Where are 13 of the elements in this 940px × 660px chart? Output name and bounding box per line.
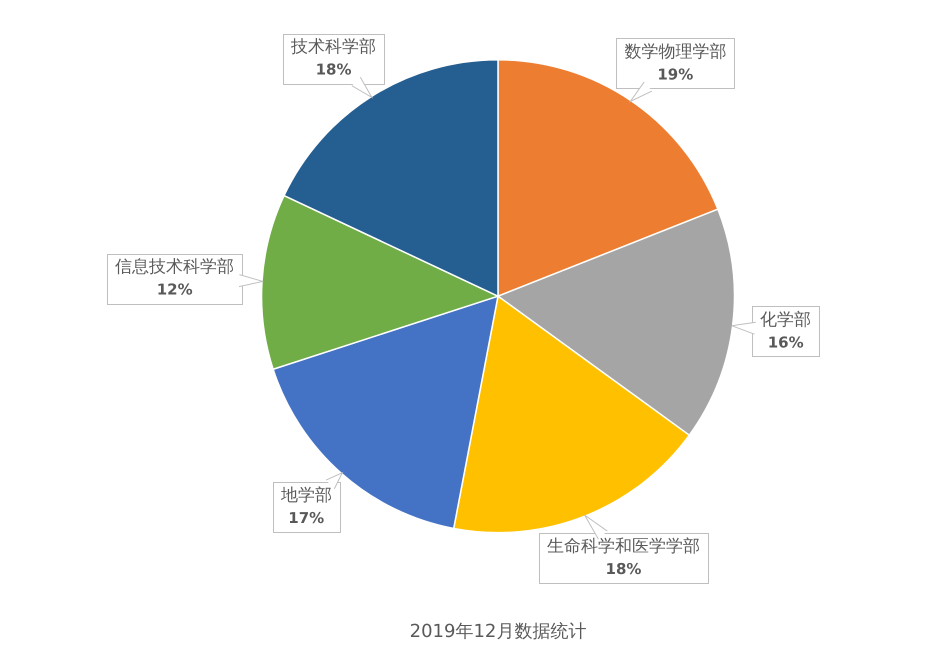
slice-label: 化学部 <box>760 310 812 330</box>
data-label: 18% <box>606 560 642 578</box>
data-label: 16% <box>768 333 804 352</box>
text: 2019年12月数据统计 <box>410 620 586 642</box>
slice-label: 技术科学部 <box>290 36 376 57</box>
slice-label: 信息技术科学部 <box>115 256 234 277</box>
data-label: 17% <box>288 509 324 528</box>
slice-label: 生命科学和医学学部 <box>547 536 700 556</box>
slice-label: 数学物理学部 <box>624 42 726 62</box>
data-label: 12% <box>156 280 193 298</box>
data-label: 18% <box>316 60 352 78</box>
data-label: 19% <box>657 65 694 84</box>
slice-label: 地学部 <box>280 486 332 506</box>
